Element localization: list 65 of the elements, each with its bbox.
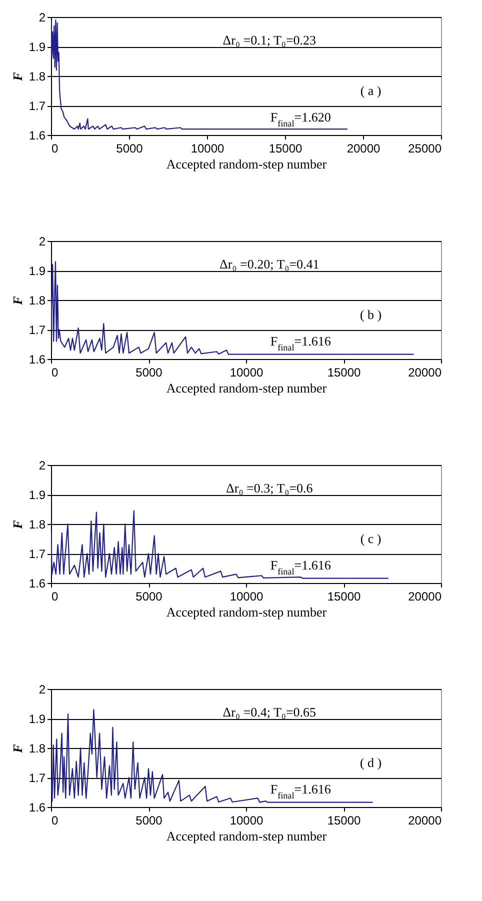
x-tick-label: 20000: [346, 142, 381, 156]
x-tick-label: 10000: [230, 814, 264, 828]
x-tick-label: 0: [52, 814, 58, 828]
annotation: Δr₀ =0.3; T₀=0.6: [226, 480, 314, 496]
y-tick-label: 1.7: [28, 323, 46, 337]
line-series: [51, 19, 348, 130]
y-axis-title: F: [10, 72, 25, 82]
y-tick-label: 2: [38, 10, 46, 24]
annotation: F$_{final}$=1.616: [270, 781, 332, 800]
x-tick-label: 5000: [136, 814, 163, 828]
annotation: ( a ): [360, 82, 382, 98]
y-tick-label: 1.9: [28, 712, 46, 726]
annotation: F$_{final}$=1.616: [270, 333, 332, 352]
x-tick-label: 5000: [116, 142, 144, 156]
annotation: Δr₀ =0.20; T₀=0.41: [220, 256, 320, 272]
y-tick-label: 1.6: [28, 352, 46, 366]
line-series: [51, 709, 374, 803]
x-tick-label: 5000: [136, 590, 163, 604]
annotation: Δr₀ =0.1; T₀=0.23: [222, 32, 316, 48]
x-tick-label: 10000: [230, 590, 264, 604]
x-tick-label: 20000: [408, 814, 442, 828]
x-tick-label: 20000: [408, 366, 442, 380]
y-axis-title: F: [10, 296, 25, 306]
x-tick-label: 10000: [190, 142, 225, 156]
y-tick-label: 1.6: [28, 800, 46, 814]
x-tick-label: 15000: [327, 366, 362, 380]
y-tick-label: 2: [38, 682, 46, 696]
y-tick-label: 1.8: [28, 294, 46, 308]
x-axis-title: Accepted random-step number: [166, 156, 328, 172]
annotation: Δr₀ =0.4; T₀=0.65: [222, 704, 316, 720]
line-series: [51, 261, 414, 355]
annotation: ( c ): [360, 530, 382, 546]
y-tick-label: 2: [38, 234, 46, 248]
y-tick-label: 1.8: [28, 70, 46, 84]
annotation: ( b ): [360, 306, 382, 322]
annotation: F$_{final}$=1.616: [270, 557, 332, 576]
y-axis-title: F: [10, 744, 25, 754]
y-tick-label: 1.7: [28, 771, 46, 785]
x-axis-title: Accepted random-step number: [166, 604, 328, 620]
y-tick-label: 1.7: [28, 99, 46, 113]
x-tick-label: 0: [52, 366, 58, 380]
y-tick-label: 1.9: [28, 488, 46, 502]
y-tick-label: 1.7: [28, 547, 46, 561]
x-tick-label: 15000: [268, 142, 303, 156]
x-tick-label: 15000: [327, 814, 362, 828]
x-axis-title: Accepted random-step number: [166, 380, 328, 396]
y-tick-label: 1.6: [28, 576, 46, 590]
line-series: [51, 510, 389, 579]
x-tick-label: 5000: [136, 366, 163, 380]
x-tick-label: 25000: [408, 142, 442, 156]
annotation: ( d ): [360, 754, 382, 770]
x-axis-title: Accepted random-step number: [166, 828, 328, 844]
y-tick-label: 1.8: [28, 518, 46, 532]
x-tick-label: 15000: [327, 590, 362, 604]
y-tick-label: 1.6: [28, 128, 46, 142]
x-tick-label: 0: [52, 590, 58, 604]
y-tick-label: 2: [38, 458, 46, 472]
annotation: F$_{final}$=1.620: [270, 109, 331, 128]
x-tick-label: 20000: [408, 590, 442, 604]
x-tick-label: 0: [52, 142, 58, 156]
x-tick-label: 10000: [230, 366, 264, 380]
y-tick-label: 1.9: [28, 264, 46, 278]
y-axis-title: F: [10, 520, 25, 530]
y-tick-label: 1.9: [28, 40, 46, 54]
y-tick-label: 1.8: [28, 742, 46, 756]
